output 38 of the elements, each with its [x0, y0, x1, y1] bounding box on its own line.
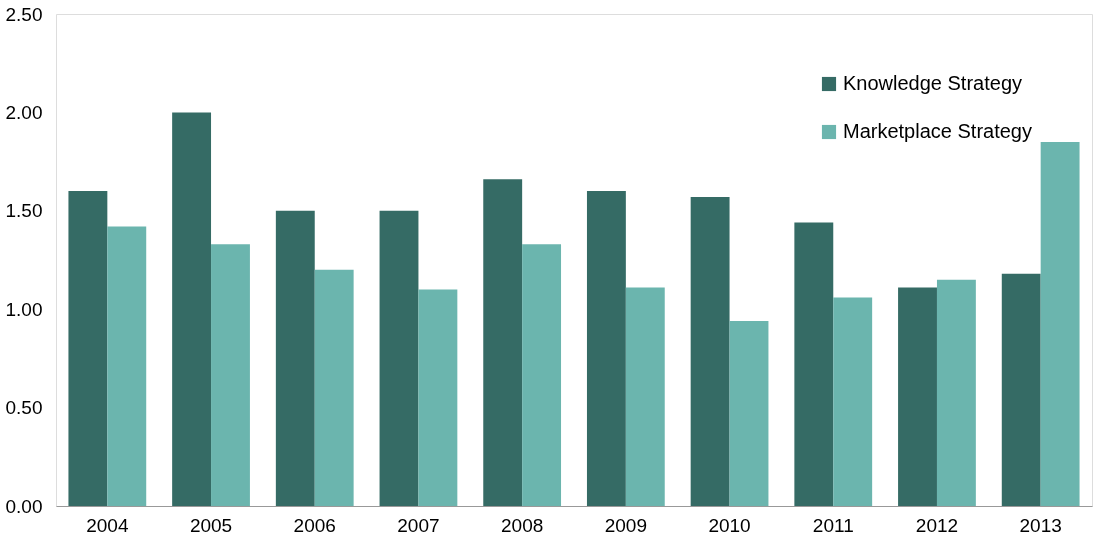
bar	[107, 226, 147, 506]
bar	[794, 222, 834, 506]
bar	[483, 179, 523, 506]
bar	[314, 269, 354, 506]
bar	[522, 244, 562, 506]
y-tick-label: 0.50	[5, 397, 43, 419]
x-tick-label: 2013	[1019, 514, 1062, 536]
bar	[729, 321, 769, 506]
bar	[379, 210, 419, 506]
x-tick-label: 2009	[604, 514, 647, 536]
y-tick-label: 2.50	[5, 3, 43, 25]
x-tick-label: 2005	[189, 514, 233, 536]
y-tick-label: 2.00	[5, 101, 43, 123]
bar	[690, 197, 730, 506]
x-tick-label: 2008	[501, 514, 544, 536]
x-tick-label: 2004	[86, 514, 129, 536]
x-tick-label: 2006	[293, 514, 336, 536]
y-tick-label: 1.50	[5, 200, 43, 222]
bar	[833, 297, 873, 506]
bar	[68, 191, 108, 506]
bar	[418, 289, 458, 506]
bar	[1001, 273, 1041, 506]
bar	[211, 244, 250, 506]
bar	[586, 191, 626, 506]
x-tick-label: 2011	[812, 514, 854, 536]
bar	[172, 112, 212, 506]
legend-label: Marketplace Strategy	[843, 120, 1032, 142]
bar	[625, 287, 665, 506]
bar	[1040, 141, 1080, 506]
bar	[936, 279, 976, 506]
legend-label: Knowledge Strategy	[843, 72, 1023, 94]
bar	[898, 287, 937, 506]
bar	[275, 210, 315, 506]
x-tick-label: 2010	[708, 514, 751, 536]
y-tick-label: 1.00	[5, 298, 43, 320]
y-tick-label: 0.00	[5, 495, 43, 517]
x-tick-label: 2012	[915, 514, 959, 536]
x-tick-label: 2007	[397, 514, 440, 536]
